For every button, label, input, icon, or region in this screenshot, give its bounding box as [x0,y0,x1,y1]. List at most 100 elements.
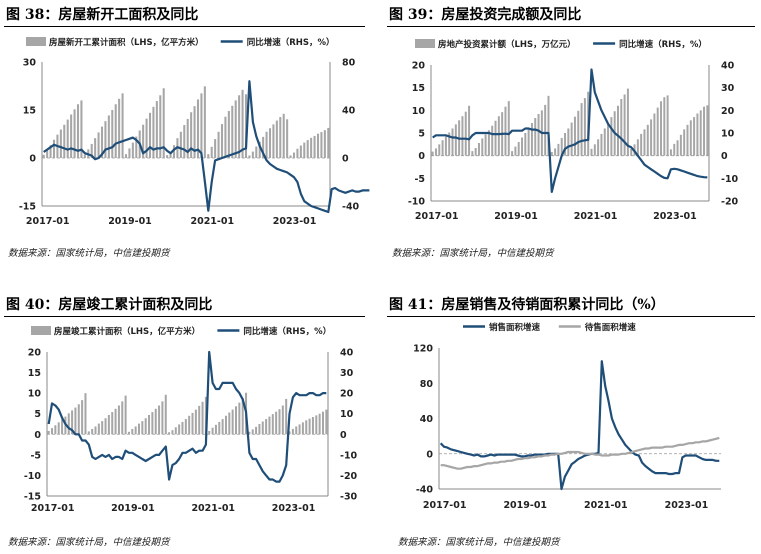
bar-mark [524,133,527,156]
bar-mark [689,120,692,156]
right-tick-label: 0 [721,151,728,162]
bar-mark [320,132,323,158]
bar-mark [286,119,289,158]
right-tick-label: 20 [340,389,354,400]
right-tick-label: 10 [721,129,735,140]
bar-mark [127,431,130,435]
chart-41: 120 80 40 0 -40 2017-01 2019-01 2021-01 2023-01 销… [413,322,721,511]
bar-mark [124,154,128,158]
bar-mark [610,117,613,156]
bar-mark [477,142,480,156]
bar-mark [208,430,211,435]
bar-mark [696,113,699,156]
left-tick-label: 15 [412,83,425,94]
bar-mark [444,136,447,156]
x-tick-label: 2023-01 [272,503,316,514]
left-tick-label: 40 [420,414,434,425]
bar-mark [580,103,583,156]
bar-mark [527,128,530,156]
bar-mark [159,95,162,158]
title-rule-38 [4,26,365,27]
bar-mark [181,421,184,435]
chart-title-38: 图 38：房屋新开工面积及同比 [6,7,199,23]
bar-mark [47,430,50,435]
bar-mark [494,120,497,156]
bar-mark [289,155,292,158]
bar-mark [275,120,278,158]
bar-mark [201,401,204,435]
bar-mark [217,131,220,158]
bar-mark [299,145,302,158]
bar-mark [461,116,464,156]
bar-mark [162,88,165,158]
bar-mark [183,125,186,158]
bar-mark [268,128,272,158]
bar-mark [265,419,268,435]
bar-mark [590,148,593,156]
title-rule-41 [387,316,755,317]
bar-mark [600,133,603,156]
bar-mark [83,154,86,158]
bar-mark [441,140,444,156]
bar-mark [144,418,147,435]
bar-mark [77,404,80,435]
bar-mark [224,415,227,435]
left-tick-label: -10 [24,471,42,482]
series-line [440,436,720,470]
legend-swatch-bar [31,326,51,335]
bar-mark [231,409,234,435]
bar-mark [474,147,477,156]
bar-mark [643,129,646,156]
bar-mark [577,110,580,156]
bar-mark [148,112,152,158]
left-tick-label: -15 [24,492,41,503]
bar-mark [121,93,124,158]
bar-mark [630,148,633,156]
chart-38: 30 15 0 -15 80 40 0 -40 2017-01 2019-01 2021-01 202… [19,37,370,227]
bar-mark [693,117,696,156]
bar-mark [703,106,706,156]
bar-mark [255,426,258,435]
bar-mark [241,89,244,158]
bar-mark [530,123,533,156]
bar-mark [228,412,231,435]
bar-mark [57,422,60,435]
right-tick-label: -10 [721,174,739,185]
bar-mark [141,421,144,435]
bar-mark [51,428,54,435]
bar-mark [251,429,254,435]
left-tick-label: 0 [29,154,36,165]
bar-mark [188,415,191,435]
left-tick-label: 0 [426,449,433,460]
bar-mark [218,421,221,435]
right-tick-label: 0 [340,430,347,441]
bar-mark [164,394,167,435]
source-note-40: 数据来源：国家统计局，中信建投期货 [8,537,170,548]
bar-mark [63,124,66,158]
bar-mark [155,101,158,158]
bar-mark [168,432,171,435]
bar-mark [271,414,274,435]
x-tick-label: 2017-01 [423,500,467,511]
bar-mark [464,111,467,156]
bar-mark [198,405,201,435]
bar-mark [308,418,311,435]
bar-mark [207,154,210,158]
bar-mark [251,151,254,158]
bar-mark [66,119,69,158]
left-tick-label: -5 [414,174,425,185]
chart-title-41: 图 41：房屋销售及待销面积累计同比（%） [389,297,665,313]
bar-mark [137,423,140,435]
series-line [43,80,370,214]
x-tick-label: 2017-01 [415,211,459,222]
bar-mark [313,135,316,158]
legend-swatch-bar [415,39,435,48]
bar-mark [190,112,193,158]
right-tick-label: 30 [721,83,735,94]
bar-mark [179,131,182,158]
bar-mark [504,106,507,156]
bar-mark [673,143,676,156]
bar-mark [241,398,244,435]
bar-mark [131,142,134,158]
bar-mark [511,151,514,156]
